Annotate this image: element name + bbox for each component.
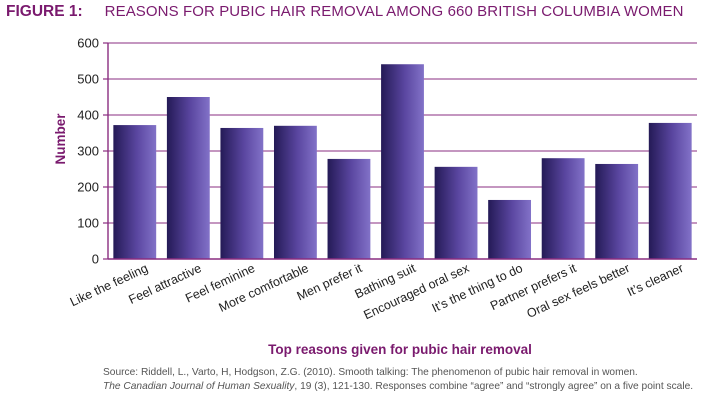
y-tick-label: 100 bbox=[77, 216, 99, 231]
source-note: Source: Riddell, L., Varto, H, Hodgson, … bbox=[103, 366, 698, 393]
bar bbox=[220, 127, 264, 260]
x-tick-label: It’s the thing to do bbox=[430, 261, 525, 315]
y-tick-label: 200 bbox=[77, 180, 99, 195]
figure-header: FIGURE 1: REASONS FOR PUBIC HAIR REMOVAL … bbox=[6, 3, 684, 21]
bar bbox=[648, 122, 692, 259]
y-tick-label: 600 bbox=[77, 36, 99, 51]
x-tick-label: More comfortable bbox=[217, 261, 311, 315]
bar bbox=[488, 199, 532, 259]
source-line-1: Source: Riddell, L., Varto, H, Hodgson, … bbox=[103, 367, 638, 378]
bars bbox=[113, 64, 692, 260]
y-tick-label: 500 bbox=[77, 72, 99, 87]
y-tick-labels: 0 100 200 300 400 500 600 bbox=[77, 36, 99, 267]
axes bbox=[107, 43, 697, 260]
bar bbox=[434, 166, 478, 259]
bar bbox=[327, 158, 371, 259]
bar bbox=[166, 97, 210, 259]
figure-label: FIGURE 1: bbox=[6, 3, 83, 20]
y-tick-label: 400 bbox=[77, 108, 99, 123]
chart-title: REASONS FOR PUBIC HAIR REMOVAL AMONG 660… bbox=[104, 3, 684, 20]
y-tick-label: 300 bbox=[77, 144, 99, 159]
bar bbox=[113, 125, 157, 259]
y-tick-label: 0 bbox=[92, 252, 99, 267]
source-journal: The Canadian Journal of Human Sexuality bbox=[103, 380, 295, 392]
y-axis-title: Number bbox=[53, 113, 68, 165]
bar-chart: 0 100 200 300 400 500 600 Like the feelingFeel… bbox=[53, 36, 697, 357]
bar bbox=[541, 158, 585, 259]
bar bbox=[273, 125, 317, 259]
x-tick-label: It’s cleaner bbox=[625, 261, 685, 299]
bar bbox=[381, 64, 424, 260]
x-axis-title: Top reasons given for pubic hair removal bbox=[268, 342, 532, 357]
source-line-2: , 19 (3), 121-130. Responses combine “ag… bbox=[294, 380, 694, 392]
bar bbox=[595, 163, 639, 259]
